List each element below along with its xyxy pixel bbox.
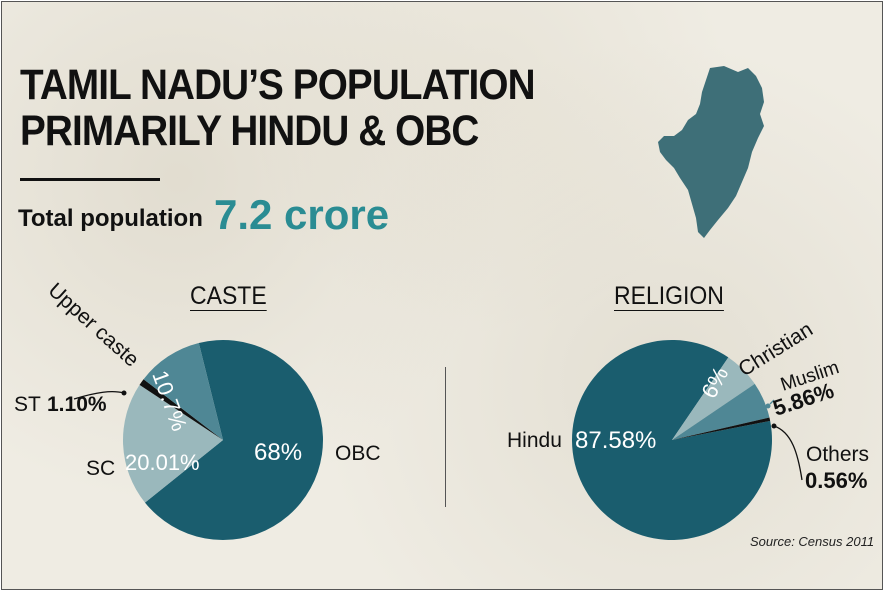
title-line-2: PRIMARILY HINDU & OBC [20, 107, 479, 155]
slice-obc [144, 340, 323, 541]
slice-others [672, 417, 771, 440]
others-label: Others [806, 443, 869, 466]
chart-divider [445, 367, 446, 507]
total-population-value: 7.2 crore [214, 191, 390, 238]
muslim-leader-dot [765, 403, 771, 409]
others-leader-line [773, 425, 803, 481]
title-line-1: TAMIL NADU’S POPULATION [20, 61, 536, 109]
upper-caste-label: Upper caste [44, 279, 144, 372]
page-title: TAMIL NADU’S POPULATION PRIMARILY HINDU … [20, 61, 536, 155]
source-note: Source: Census 2011 [750, 534, 875, 549]
religion-chart-title: RELIGION [614, 282, 724, 310]
obc-value: 68% [254, 439, 302, 466]
slice-hindu [571, 339, 772, 540]
hindu-label: Hindu [507, 429, 562, 452]
obc-label: OBC [335, 442, 381, 465]
slice-muslim [672, 383, 770, 440]
sc-label: SC [86, 457, 115, 480]
slice-upper-caste [143, 342, 223, 440]
religion-pie [571, 339, 772, 540]
slice-sc [122, 384, 223, 503]
total-population-label: Total population [18, 205, 203, 232]
st-label: ST [14, 393, 41, 416]
slice-st [139, 379, 223, 440]
st-leader-dot [121, 390, 127, 396]
title-rule [20, 178, 160, 181]
others-value: 0.56% [805, 468, 867, 493]
muslim-leader-line [769, 399, 775, 405]
st-value: 1.10% [47, 393, 107, 416]
slice-christian [672, 357, 755, 440]
caste-chart-title: CASTE [190, 282, 267, 310]
others-leader-dot [771, 423, 777, 429]
sc-value: 20.01% [125, 450, 200, 475]
caste-pie [122, 340, 323, 541]
hindu-value: 87.58% [575, 427, 656, 454]
st-leader-line [73, 391, 125, 400]
tamil-nadu-map-icon [658, 66, 764, 238]
